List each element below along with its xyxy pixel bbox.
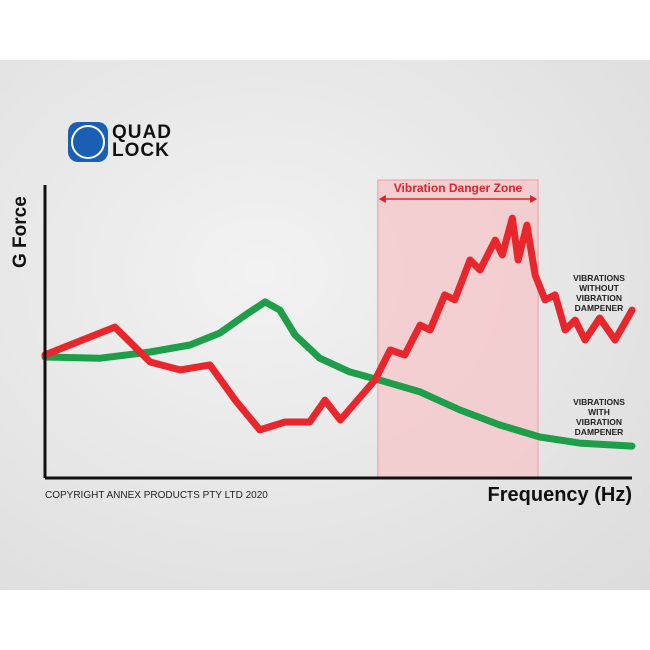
copyright-text: COPYRIGHT ANNEX PRODUCTS PTY LTD 2020 [45,490,268,501]
series-line-0 [41,214,636,434]
logo-text-line2: LOCK [112,140,170,161]
danger-zone-label: Vibration Danger Zone [393,181,523,195]
logo-text-line1: QUAD [112,122,172,143]
background-photo [0,60,650,590]
logo-ring-icon [68,122,108,162]
y-axis-label: G Force [10,196,31,268]
quad-lock-logo: QUAD LOCK [68,122,172,162]
legend-without-dampener: VIBRATIONS WITHOUT VIBRATION DAMPENER [573,273,625,313]
x-axis-label: Frequency (Hz) [487,484,632,506]
legend-with-dampener: VIBRATIONS WITH VIBRATION DAMPENER [573,397,625,437]
series-line-1 [41,298,636,450]
